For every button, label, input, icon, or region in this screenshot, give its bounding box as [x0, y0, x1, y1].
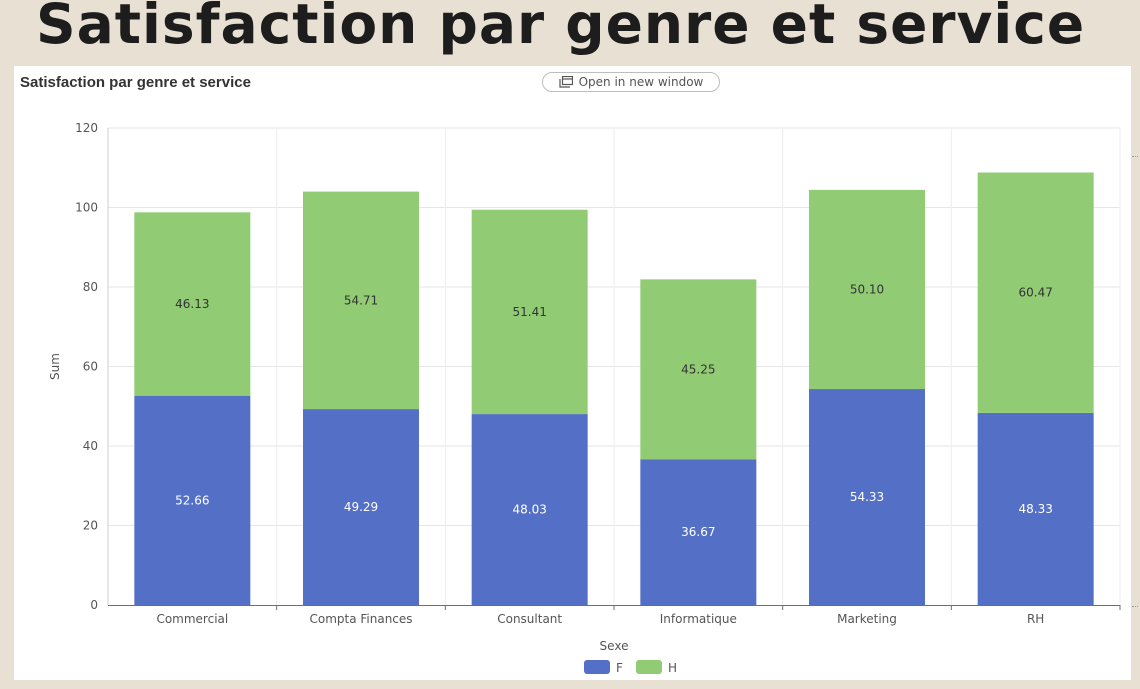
data-label-F: 49.29: [344, 500, 378, 514]
x-tick-label: Compta Finances: [309, 612, 412, 626]
open-window-icon: [559, 75, 573, 88]
data-label-H: 46.13: [175, 297, 209, 311]
x-tick-label: Commercial: [156, 612, 228, 626]
bar-H: [303, 191, 419, 410]
data-label-H: 60.47: [1018, 286, 1052, 300]
edge-tick: [1132, 606, 1138, 607]
data-label-F: 48.03: [512, 503, 546, 517]
bar-F: [977, 412, 1094, 605]
panel-title: Satisfaction par genre et service: [20, 74, 251, 91]
y-tick-label: 40: [83, 439, 98, 453]
bar-F: [134, 395, 251, 605]
stacked-bar-chart: 0 20 40 60 80 100 120 52.66 46.13 Commercial 49.29…: [48, 121, 1121, 675]
data-label-H: 51.41: [512, 305, 546, 319]
open-in-new-window-button[interactable]: Open in new window: [542, 72, 720, 92]
x-axis-title: Sexe: [600, 639, 629, 653]
data-label-F: 48.33: [1018, 502, 1052, 516]
slide-title: Satisfaction par genre et service: [36, 0, 1086, 56]
bar-F: [640, 459, 757, 605]
legend-swatch-F: [584, 660, 610, 674]
x-tick-label: RH: [1027, 612, 1044, 626]
data-label-H: 54.71: [344, 293, 378, 307]
edge-tick: [1132, 156, 1138, 157]
y-tick-label: 120: [75, 121, 98, 135]
legend-label-F: F: [616, 661, 623, 675]
bar-F: [471, 414, 588, 605]
data-label-H: 50.10: [850, 282, 884, 296]
x-tick-label: Marketing: [837, 612, 897, 626]
x-tick-label: Informatique: [660, 612, 737, 626]
legend-swatch-H: [636, 660, 662, 674]
bar-H: [471, 209, 588, 415]
x-tick-label: Consultant: [497, 612, 562, 626]
data-label-F: 54.33: [850, 490, 884, 504]
open-in-new-window-label: Open in new window: [578, 75, 704, 89]
bar-H: [809, 189, 925, 390]
bar-H: [134, 212, 251, 396]
y-axis-title: Sum: [48, 353, 62, 380]
bar-F: [809, 389, 925, 605]
y-tick-label: 0: [90, 598, 98, 612]
y-tick-label: 60: [83, 360, 98, 374]
data-label-F: 36.67: [681, 525, 715, 539]
y-tick-label: 20: [83, 519, 98, 533]
bar-H: [977, 172, 1094, 413]
data-label-H: 45.25: [681, 362, 715, 376]
bar-F: [303, 409, 419, 605]
y-tick-label: 100: [75, 201, 98, 215]
chart-panel: Satisfaction par genre et service Open i…: [14, 66, 1131, 680]
legend-label-H: H: [668, 661, 677, 675]
y-tick-label: 80: [83, 280, 98, 294]
bar-H: [640, 279, 757, 460]
data-label-F: 52.66: [175, 493, 209, 507]
